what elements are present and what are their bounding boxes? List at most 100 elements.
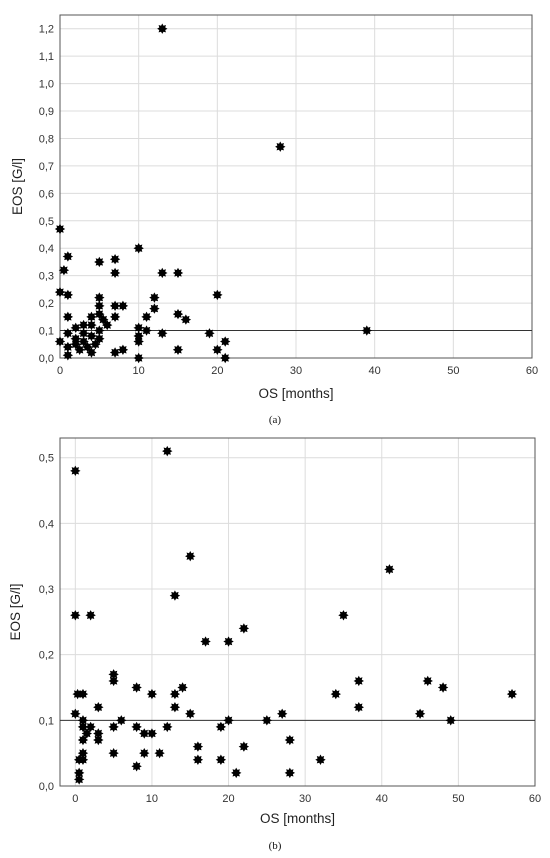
data-point (108, 675, 119, 687)
y-tick-label: 0,1 (39, 715, 54, 727)
x-tick-label: 0 (72, 793, 78, 805)
y-tick-label: 0,2 (39, 650, 54, 662)
data-point (77, 734, 89, 746)
data-point (102, 319, 113, 331)
data-point (146, 728, 158, 739)
data-point (353, 702, 364, 713)
data-point (54, 223, 66, 235)
data-point (62, 311, 74, 323)
data-point (139, 747, 150, 759)
data-point (169, 702, 181, 713)
data-point (133, 322, 144, 334)
x-tick-label: 50 (452, 793, 464, 805)
data-point (70, 322, 81, 334)
data-point (315, 754, 326, 765)
y-tick-label: 1,1 (39, 51, 54, 63)
data-point (108, 669, 119, 680)
data-point (133, 243, 144, 254)
y-tick-label: 0,3 (39, 584, 54, 596)
data-point (204, 328, 215, 339)
data-point (54, 336, 66, 347)
data-points (70, 445, 518, 785)
data-point (131, 721, 142, 733)
data-point (384, 564, 395, 575)
data-point (70, 465, 81, 477)
chart-panel-a: 0 10 20 30 40 50 60 0,0 0,1 0,2 0,3 0,4 0,5 0,6 0,7 0,8… (10, 14, 538, 426)
y-tick-label: 0,9 (39, 106, 54, 118)
data-point (238, 623, 250, 634)
data-point (361, 325, 372, 336)
x-tick-label: 20 (211, 365, 223, 377)
x-tick-label: 60 (529, 793, 541, 805)
x-tick-label: 30 (290, 365, 302, 377)
data-point (141, 311, 152, 323)
data-point (109, 347, 121, 358)
x-axis-label: OS [months] (258, 386, 333, 401)
panel-label: (b) (269, 840, 282, 852)
y-tick-label: 0,2 (39, 298, 54, 310)
data-point (177, 682, 188, 693)
data-point (212, 289, 223, 301)
data-point (223, 636, 234, 647)
y-tick-label: 0,3 (39, 271, 54, 283)
plot-frame (59, 14, 533, 359)
data-point (261, 715, 273, 726)
data-point (149, 292, 160, 303)
data-point (86, 311, 97, 323)
data-point (77, 721, 89, 733)
data-point (78, 328, 89, 339)
data-point (276, 708, 288, 719)
grid-lines (59, 15, 533, 359)
data-point (157, 23, 168, 34)
data-point (70, 708, 81, 719)
data-point (85, 610, 96, 621)
data-point (108, 747, 119, 759)
data-point (117, 300, 129, 312)
data-point (414, 708, 426, 719)
data-point (93, 702, 104, 713)
data-point (141, 325, 152, 336)
data-point (172, 267, 184, 279)
y-axis-label: EOS [G/l] (10, 158, 25, 215)
data-point (200, 636, 211, 647)
data-point (70, 610, 81, 621)
data-point (86, 330, 97, 342)
data-point (180, 314, 192, 325)
data-point (117, 344, 129, 355)
x-tick-label: 40 (369, 365, 381, 377)
data-point (78, 319, 89, 331)
data-point (149, 303, 160, 314)
data-point (353, 675, 364, 687)
data-point (94, 300, 105, 312)
data-point (220, 352, 231, 364)
data-point (157, 328, 168, 339)
data-point (94, 333, 105, 344)
data-point (238, 741, 250, 752)
y-tick-label: 0,7 (39, 161, 54, 173)
x-tick-label: 40 (376, 793, 388, 805)
data-point (93, 728, 104, 739)
data-point (58, 264, 70, 276)
data-point (94, 325, 105, 336)
data-point (62, 341, 74, 353)
data-point (139, 728, 150, 739)
data-point (154, 747, 165, 759)
data-point (62, 251, 74, 262)
data-point (212, 344, 223, 355)
data-point (131, 761, 142, 772)
data-point (162, 721, 173, 733)
data-point (133, 336, 144, 347)
data-point (146, 688, 158, 700)
panel-label: (a) (269, 414, 282, 426)
y-tick-label: 0,5 (39, 216, 54, 228)
data-point (62, 289, 74, 301)
x-axis-label: OS [months] (260, 811, 335, 826)
data-point (169, 590, 181, 601)
y-tick-label: 1,0 (39, 79, 54, 91)
data-point (109, 311, 121, 323)
data-point (185, 708, 196, 719)
data-point (215, 754, 227, 765)
x-tick-label: 50 (447, 365, 459, 377)
data-point (192, 741, 204, 752)
data-point (74, 344, 85, 355)
